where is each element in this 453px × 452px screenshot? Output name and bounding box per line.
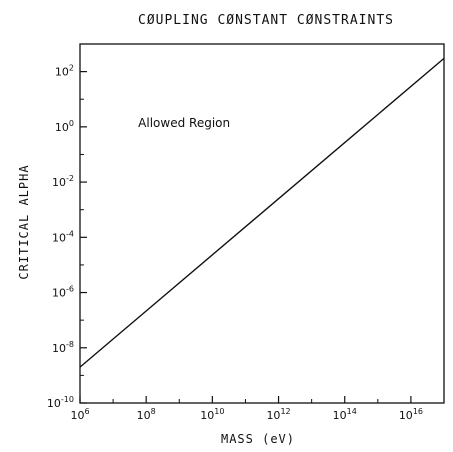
y-tick-label: 102 [55, 64, 74, 79]
y-tick-label: 10-4 [52, 229, 74, 244]
y-tick-label: 100 [55, 119, 74, 134]
x-axis-label: MASS (eV) [221, 432, 295, 446]
x-tick-label: 1016 [399, 407, 423, 422]
x-tick-label: 108 [137, 407, 156, 422]
x-tick-label: 1012 [266, 407, 290, 422]
y-tick-label: 10-6 [52, 285, 74, 300]
y-tick-label: 10-10 [47, 395, 74, 410]
x-tick-label: 1014 [333, 407, 357, 422]
series-layer [79, 57, 445, 368]
allowed-region-label: Allowed Region [138, 116, 230, 130]
x-tick-label: 1010 [200, 407, 224, 422]
plot-frame [79, 43, 445, 404]
y-axis-label: CRITICAL ALPHA [17, 164, 31, 279]
x-axis-ticks: 106 108 1010 1012 1014 1016 [70, 396, 445, 422]
y-tick-label: 10-8 [52, 340, 74, 355]
y-axis-ticks: 10-10 10-8 10-6 10-4 10-2 100 102 [47, 43, 87, 410]
y-tick-label: 10-2 [52, 174, 74, 189]
chart-title: CØUPLING CØNSTANT CØNSTRAINTS [138, 13, 394, 28]
series-line [79, 57, 445, 368]
x-tick-label: 106 [70, 407, 89, 422]
